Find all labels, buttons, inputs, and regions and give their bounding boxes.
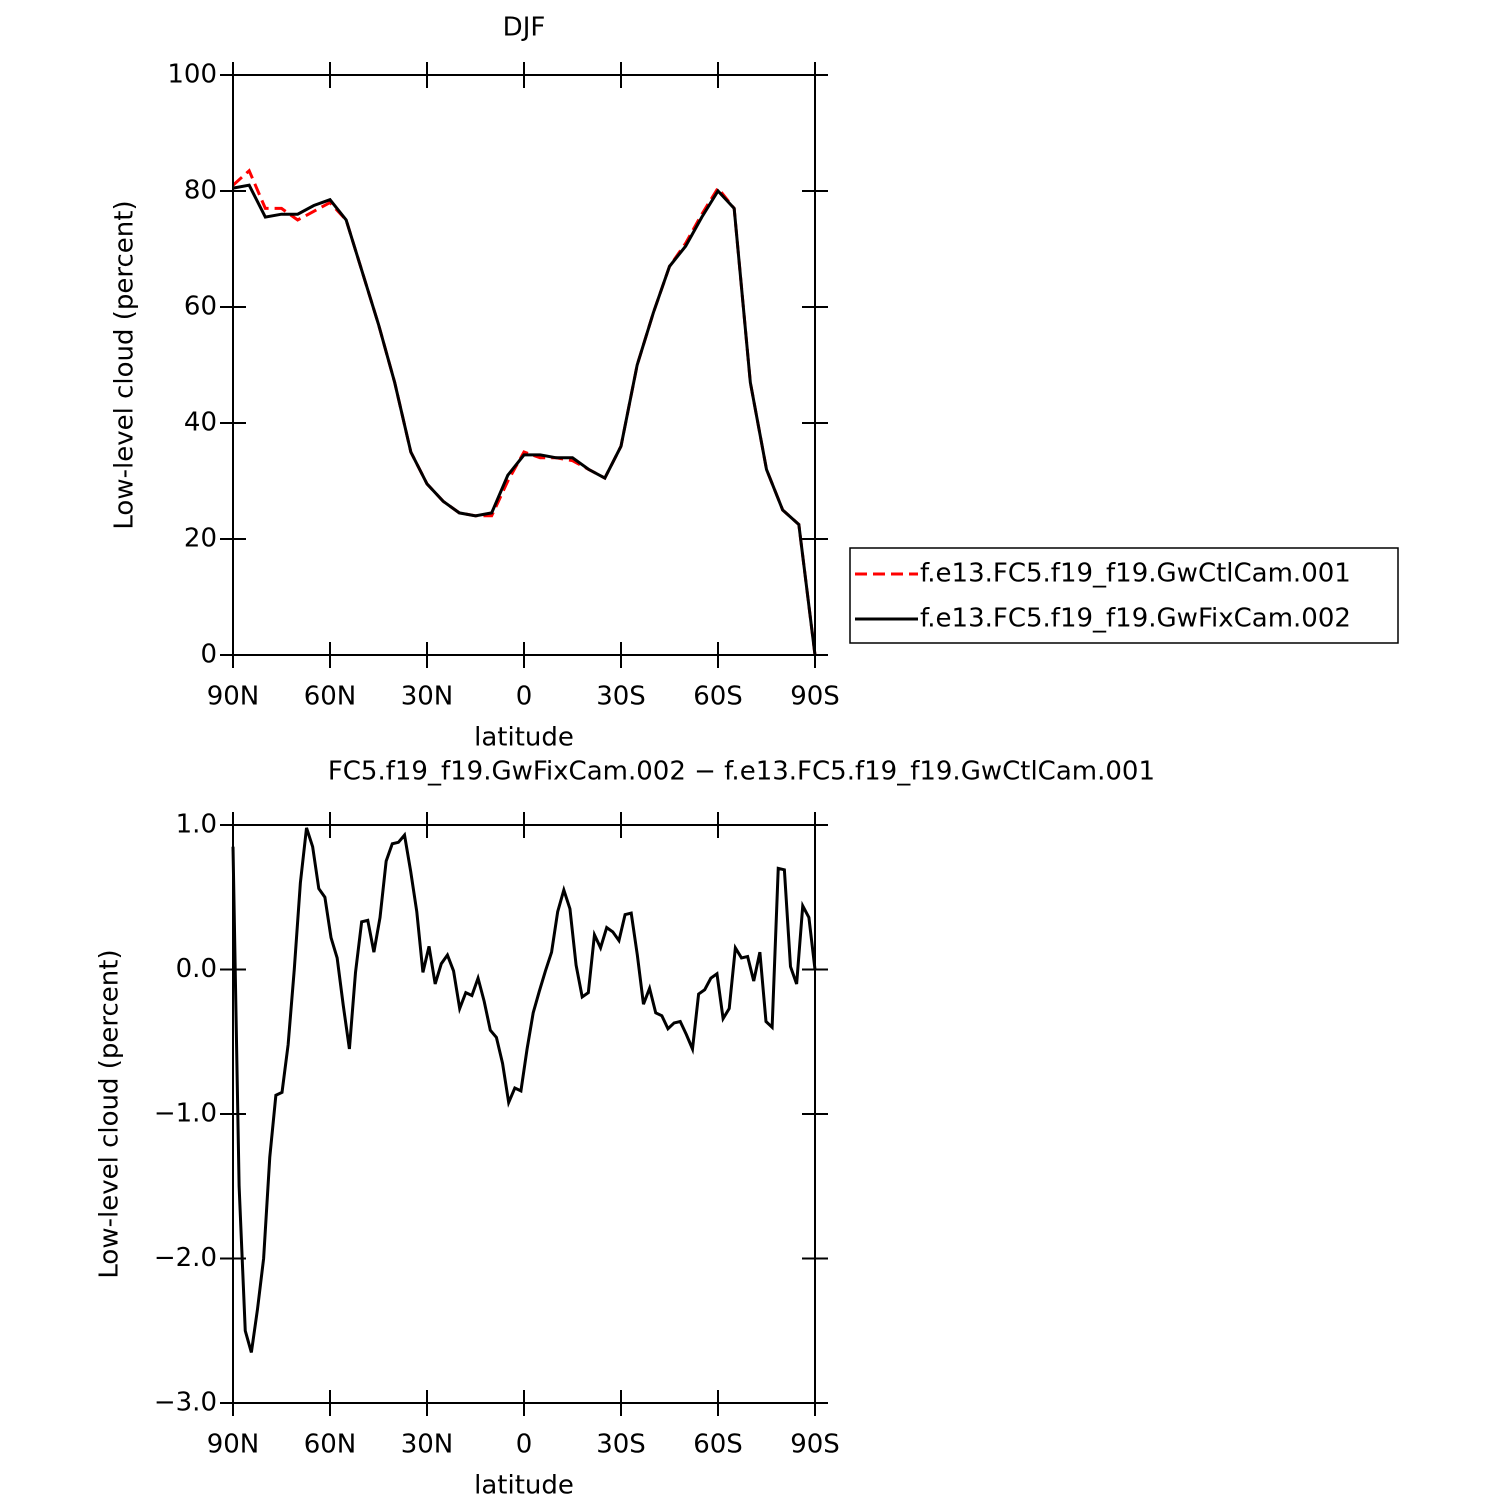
plot-frame <box>232 824 816 1404</box>
chart-title: FC5.f19_f19.GwFixCam.002 − f.e13.FC5.f19… <box>328 757 1155 787</box>
x-tick-label: 30S <box>596 682 646 712</box>
y-axis-label: Low-level cloud (percent) <box>95 949 125 1278</box>
y-tick-label: 80 <box>184 176 217 206</box>
y-tick-label: 0 <box>200 640 217 670</box>
x-tick-label: 90N <box>207 682 260 712</box>
y-tick-label: 0.0 <box>176 954 217 984</box>
x-tick-label: 0 <box>516 682 533 712</box>
x-axis-label: latitude <box>474 1471 574 1501</box>
data-line <box>231 827 817 1353</box>
y-tick-label: 40 <box>184 408 217 438</box>
plot-frame <box>232 74 816 656</box>
legend-label: f.e13.FC5.f19_f19.GwCtlCam.001 <box>920 559 1351 589</box>
x-tick-label: 30N <box>401 682 454 712</box>
x-tick-label: 90S <box>790 682 840 712</box>
data-line <box>232 183 817 656</box>
y-tick-label: −2.0 <box>154 1243 217 1273</box>
x-tick-label: 30S <box>596 1430 646 1460</box>
x-tick-label: 90N <box>207 1430 260 1460</box>
y-tick-label: 1.0 <box>176 810 217 840</box>
x-axis-label: latitude <box>474 723 574 753</box>
y-axis-label: Low-level cloud (percent) <box>110 200 140 529</box>
y-tick-label: 100 <box>167 60 217 90</box>
y-tick-label: −3.0 <box>154 1388 217 1418</box>
y-tick-label: −1.0 <box>154 1099 217 1129</box>
data-line <box>231 168 817 656</box>
x-tick-label: 30N <box>401 1430 454 1460</box>
legend-label: f.e13.FC5.f19_f19.GwFixCam.002 <box>920 604 1351 634</box>
x-tick-label: 90S <box>790 1430 840 1460</box>
x-tick-label: 60S <box>693 1430 743 1460</box>
y-tick-label: 60 <box>184 292 217 322</box>
x-tick-label: 60N <box>304 682 357 712</box>
chart-title: DJF <box>503 13 546 43</box>
y-tick-label: 20 <box>184 524 217 554</box>
x-tick-label: 0 <box>516 1430 533 1460</box>
x-tick-label: 60S <box>693 682 743 712</box>
legend-box <box>849 547 1399 644</box>
x-tick-label: 60N <box>304 1430 357 1460</box>
